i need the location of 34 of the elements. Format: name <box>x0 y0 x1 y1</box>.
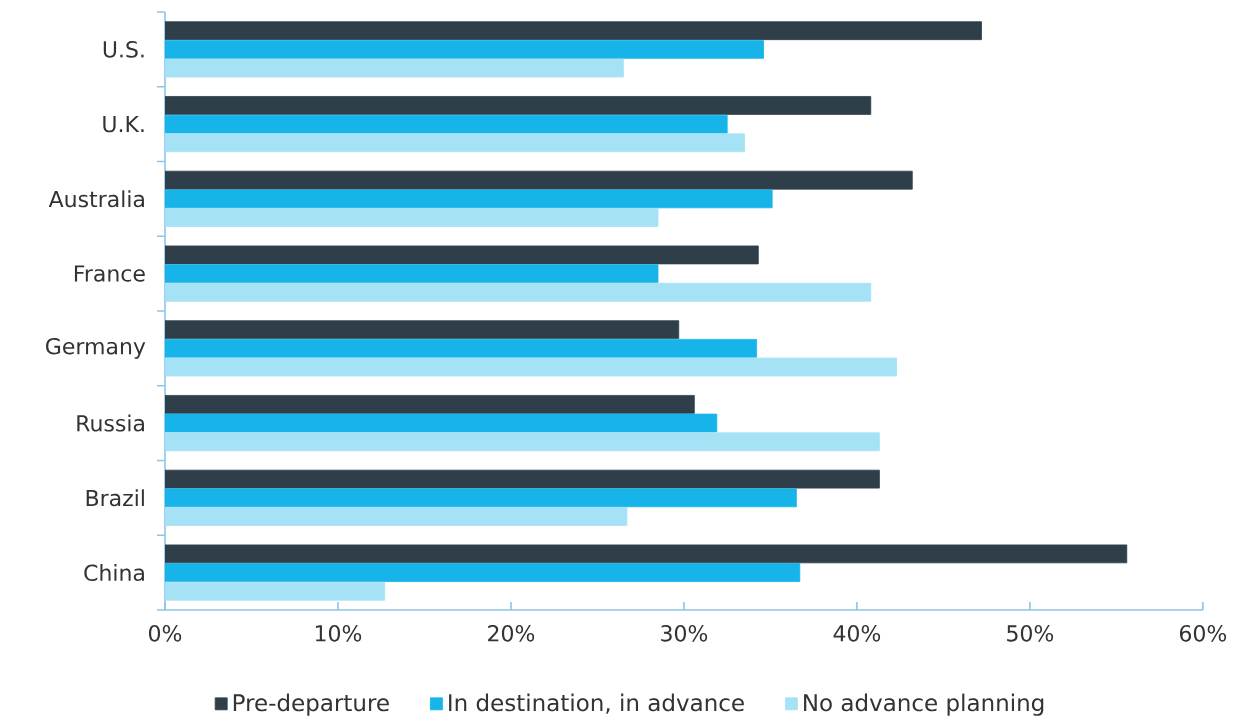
y-tick-label: France <box>74 265 145 282</box>
bar <box>164 507 628 526</box>
x-tick-label: 20% <box>488 625 535 642</box>
y-tick-label: Australia <box>48 190 144 208</box>
bar <box>164 432 880 452</box>
x-tick-label: 40% <box>833 625 881 642</box>
y-tick-label: Russia <box>77 414 144 432</box>
legend-label: In destination, in advance <box>449 693 744 714</box>
bar <box>164 395 695 414</box>
legend-label: Pre-departure <box>233 693 389 716</box>
x-tick-label: 0% <box>148 625 182 642</box>
legend-label: No advance planning <box>804 693 1044 716</box>
bar <box>164 282 872 302</box>
y-tick-label: U.K. <box>103 115 144 133</box>
bar <box>164 96 872 115</box>
y-tick-label: U.S. <box>103 41 144 58</box>
y-tick-label: Brazil <box>86 489 144 507</box>
y-tick-label: China <box>84 564 144 582</box>
x-tick-label: 60% <box>1179 625 1227 642</box>
bar <box>164 208 659 227</box>
bar <box>164 581 386 601</box>
x-tick-label: 10% <box>315 625 362 642</box>
x-tick-label: 50% <box>1007 625 1054 642</box>
bar <box>164 357 898 377</box>
bar <box>164 170 913 190</box>
bar <box>164 21 982 41</box>
bar <box>164 58 624 78</box>
bar <box>164 320 680 340</box>
bar <box>164 133 745 153</box>
x-tick-label: 30% <box>661 625 708 642</box>
bar <box>164 245 759 265</box>
bar <box>164 544 1128 564</box>
bar <box>164 469 880 489</box>
y-tick-label: Germany <box>46 337 146 359</box>
